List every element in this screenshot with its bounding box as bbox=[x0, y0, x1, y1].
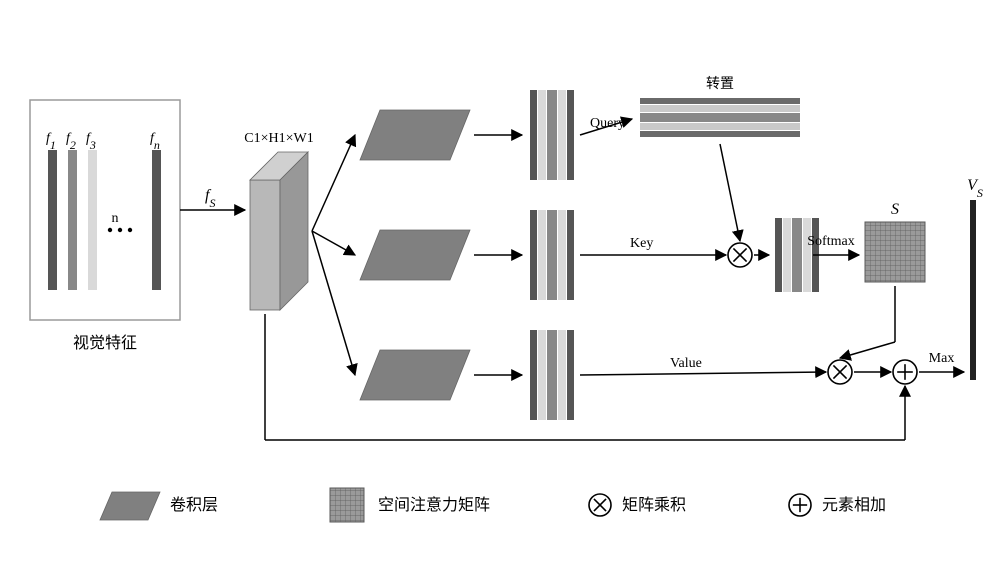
legend-conv-label: 卷积层 bbox=[170, 496, 218, 514]
S-label: S bbox=[891, 201, 899, 218]
visual-features-label: 视觉特征 bbox=[73, 334, 137, 352]
value-label: Value bbox=[670, 356, 702, 371]
softmax-label: Softmax bbox=[807, 234, 854, 249]
legend-matmul-label: 矩阵乘积 bbox=[622, 496, 686, 514]
max-label: Max bbox=[929, 351, 955, 366]
query-label: Query bbox=[590, 116, 625, 131]
dims-label: C1×H1×W1 bbox=[244, 131, 313, 146]
attention-matrix bbox=[865, 222, 925, 282]
diagram-canvas: f1f2f3fnn视觉特征fSC1×H1×W1Query转置KeySoftmax… bbox=[0, 0, 1000, 568]
legend-add-label: 元素相加 bbox=[822, 496, 886, 514]
legend-attn-label: 空间注意力矩阵 bbox=[378, 495, 490, 514]
output-vector bbox=[970, 200, 976, 380]
svg-text:fS: fS bbox=[205, 187, 215, 210]
transpose-label: 转置 bbox=[706, 76, 734, 92]
key-label: Key bbox=[630, 236, 653, 251]
svg-text:n: n bbox=[112, 211, 119, 226]
svg-text:VS: VS bbox=[967, 177, 983, 200]
